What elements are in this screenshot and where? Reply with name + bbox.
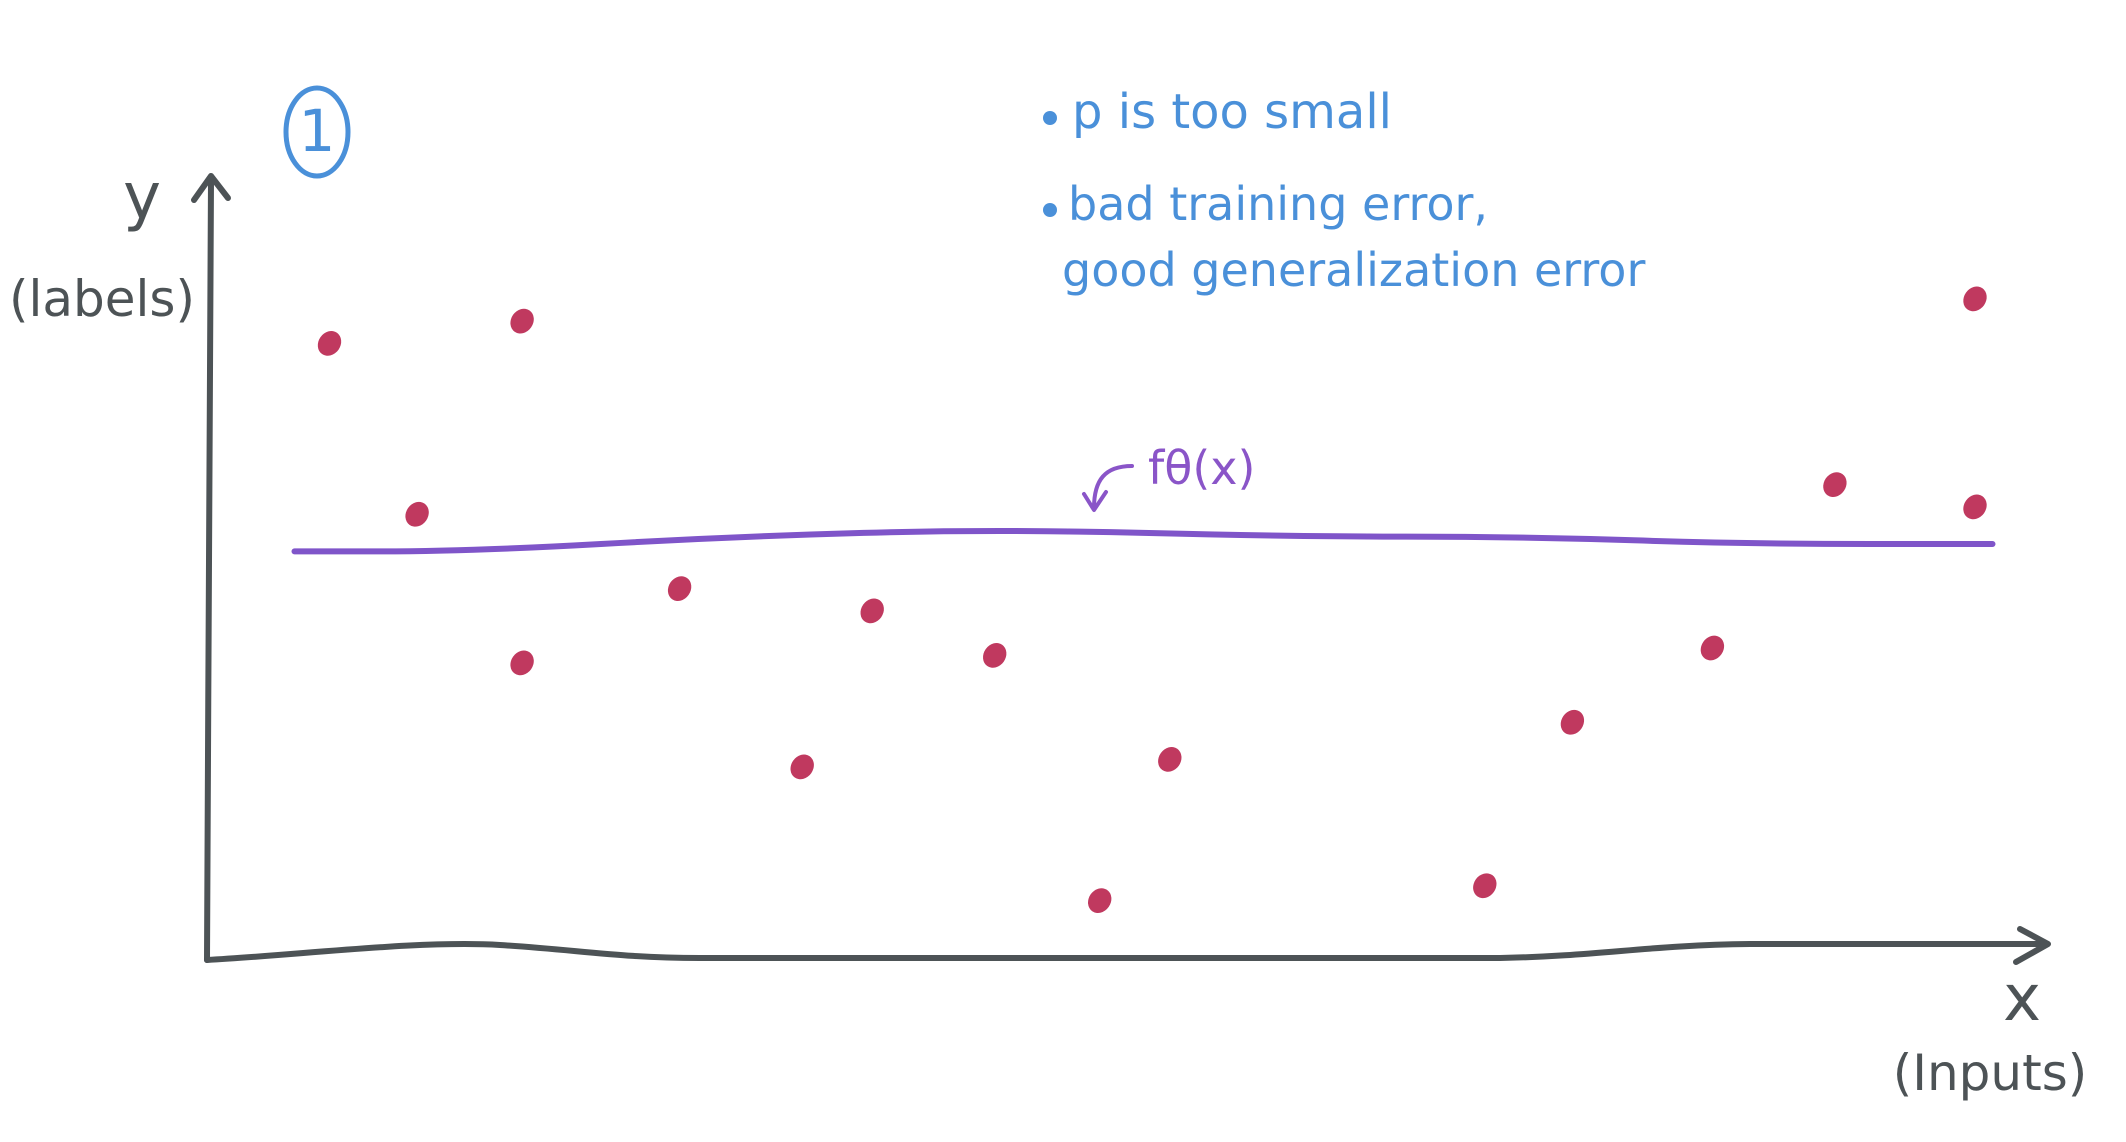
y-axis-arrowhead bbox=[191, 173, 231, 203]
data-point bbox=[983, 643, 1007, 668]
fit-line bbox=[291, 528, 1996, 555]
data-point bbox=[1823, 472, 1847, 497]
note-2: bad training error, bbox=[1068, 177, 1488, 231]
data-point bbox=[667, 576, 692, 601]
data-point bbox=[317, 331, 342, 356]
data-point bbox=[1700, 635, 1725, 661]
y-axis-line bbox=[204, 177, 214, 963]
x-axis-symbol: x bbox=[2003, 962, 2041, 1036]
data-point bbox=[510, 650, 534, 676]
fit-line-label: fθ(x) bbox=[1148, 441, 1255, 495]
note-3: good generalization error bbox=[1062, 243, 1645, 297]
data-point bbox=[860, 598, 884, 624]
data-point bbox=[1560, 709, 1585, 735]
note-1: p is too small bbox=[1072, 84, 1392, 140]
data-point bbox=[790, 754, 814, 780]
panel-marker-number: 1 bbox=[299, 97, 336, 165]
panel-marker-circle bbox=[283, 85, 351, 179]
data-points-layer bbox=[317, 286, 1987, 913]
fit-line-layer bbox=[291, 528, 1996, 555]
y-axis-symbol: y bbox=[123, 160, 161, 234]
note-bullet bbox=[1043, 203, 1057, 217]
data-point bbox=[1088, 888, 1112, 913]
data-point bbox=[1963, 286, 1987, 312]
notes: p is too small bad training error, good … bbox=[1043, 84, 1645, 297]
x-axis-line bbox=[204, 941, 2048, 963]
data-point bbox=[1158, 747, 1182, 772]
data-point bbox=[1963, 494, 1987, 520]
fit-label-arrow bbox=[1082, 464, 1134, 512]
y-axis-caption: (labels) bbox=[9, 270, 195, 328]
data-point bbox=[510, 308, 534, 334]
x-axis-caption: (Inputs) bbox=[1893, 1044, 2088, 1102]
note-bullet bbox=[1043, 111, 1057, 125]
axes bbox=[191, 173, 2051, 965]
data-point bbox=[1473, 873, 1497, 899]
x-axis-arrowhead bbox=[2013, 926, 2051, 965]
data-point bbox=[405, 501, 429, 527]
